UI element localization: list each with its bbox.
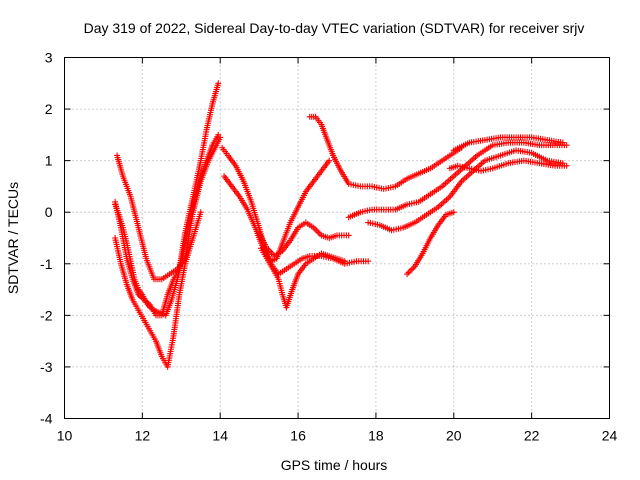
series-track-8 (256, 219, 352, 260)
series-track-7 (258, 245, 348, 311)
y-tick-label: 3 (45, 50, 53, 66)
data-point-marker (450, 209, 457, 216)
y-tick-label: -1 (40, 256, 53, 272)
data-point-marker (326, 157, 333, 164)
data-point-marker (215, 80, 222, 87)
x-tick-labels: 10 12 14 16 18 20 22 24 (57, 428, 618, 444)
series-track-13 (446, 157, 570, 174)
series-track-14 (450, 134, 566, 154)
x-tick-label: 14 (212, 428, 228, 444)
data-point-marker (559, 139, 566, 146)
x-tick-label: 16 (290, 428, 306, 444)
data-point-marker (563, 142, 570, 149)
data-point-marker (197, 209, 204, 216)
y-tick-labels: -4 -3 -2 -1 0 1 2 3 (40, 50, 53, 427)
series-track-11 (365, 147, 566, 234)
y-tick-label: -4 (40, 411, 53, 427)
x-tick-label: 20 (446, 428, 462, 444)
data-point-marker (365, 258, 372, 265)
plot-frame (64, 57, 610, 419)
series-track-3 (112, 209, 204, 370)
x-tick-label: 12 (135, 428, 151, 444)
x-tick-label: 22 (524, 428, 540, 444)
y-axis-label: SDTVAR / TECUs (5, 182, 21, 294)
y-tick-label: 1 (45, 153, 53, 169)
series-track-10 (345, 139, 570, 221)
data-point-marker (341, 258, 348, 265)
x-tick-label: 18 (368, 428, 384, 444)
series-track-12 (404, 209, 457, 278)
series-track-9 (306, 113, 465, 193)
y-tick-label: -3 (40, 359, 53, 375)
y-tick-label: 2 (45, 101, 53, 117)
x-axis-label: GPS time / hours (281, 457, 388, 473)
data-series (112, 80, 570, 370)
data-point-marker (345, 232, 352, 239)
y-tick-label: -2 (40, 307, 53, 323)
data-point-marker (215, 131, 222, 138)
series-track-4 (112, 131, 222, 319)
chart-grid (64, 57, 610, 419)
x-tick-label: 24 (602, 428, 618, 444)
chart-title: Day 319 of 2022, Sidereal Day-to-day VTE… (84, 20, 585, 36)
data-point-marker (563, 162, 570, 169)
x-tick-label: 10 (57, 428, 73, 444)
y-tick-label: 0 (45, 204, 53, 220)
